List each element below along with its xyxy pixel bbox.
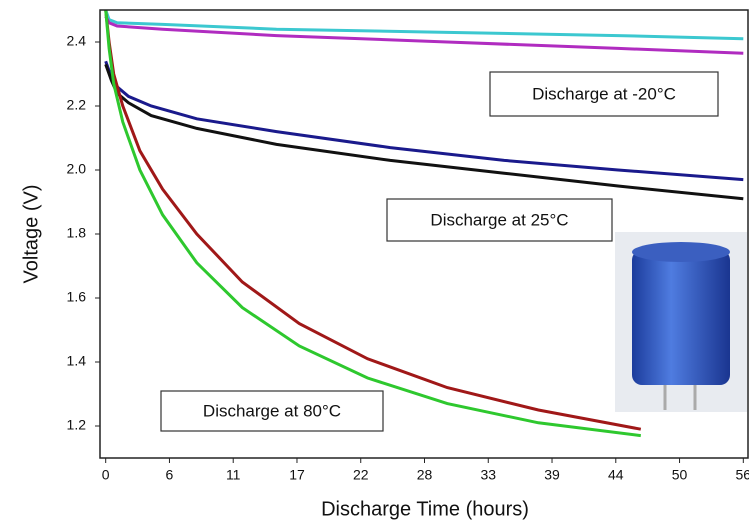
y-tick-label: 2.0 [67, 161, 87, 177]
annotation-box [160, 390, 384, 432]
x-tick-label: 11 [226, 467, 241, 483]
x-tick-label: 22 [353, 467, 369, 483]
y-tick-label: 1.6 [67, 289, 87, 305]
x-tick-label: 50 [672, 467, 688, 483]
plot-lines [104, 10, 744, 438]
x-tick-label: 17 [289, 467, 305, 483]
x-tick-label: 6 [166, 467, 174, 483]
y-tick-label: 2.4 [67, 33, 87, 49]
annotation: Discharge at 80°C [203, 401, 341, 420]
y-tick-label: 1.8 [67, 225, 87, 241]
capacitor-photo [615, 232, 747, 412]
series-line [104, 10, 641, 438]
x-tick-label: 39 [544, 467, 560, 483]
y-tick-label: 1.4 [67, 353, 87, 369]
y-axis-title: Voltage (V) [20, 185, 42, 284]
x-tick-label: 44 [608, 467, 624, 483]
y-tick-label: 2.2 [67, 97, 87, 113]
y-tick-label: 1.2 [67, 417, 87, 433]
series-line [104, 10, 744, 41]
annotation: Discharge at 25°C [430, 210, 568, 229]
annotation-box [489, 71, 719, 117]
x-axis-title: Discharge Time (hours) [321, 498, 529, 520]
x-tick-label: 56 [736, 467, 749, 483]
annotation: Discharge at -20°C [532, 84, 676, 103]
x-tick-label: 0 [102, 467, 110, 483]
x-tick-label: 28 [417, 467, 433, 483]
annotation-box [386, 198, 613, 242]
x-tick-label: 33 [480, 467, 496, 483]
series-line [104, 15, 744, 55]
